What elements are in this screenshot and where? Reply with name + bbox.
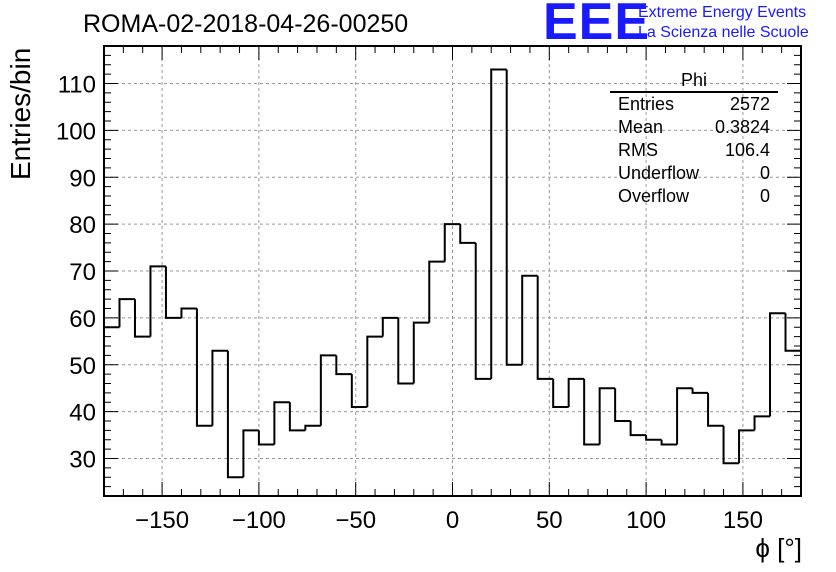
histogram-bin — [288, 402, 306, 432]
histogram-bin — [490, 68, 507, 379]
stats-title: Phi — [610, 70, 778, 93]
histogram-bin — [149, 265, 166, 337]
histogram-bin — [273, 401, 290, 445]
stats-row-overflow: Overflow 0 — [610, 185, 778, 208]
stats-label: Underflow — [618, 163, 700, 183]
logo-caption: Extreme Energy Events La Scienza nelle S… — [638, 3, 809, 43]
histogram-bin — [381, 316, 399, 337]
y-tick-label: 90 — [69, 165, 96, 192]
histogram-bin — [428, 260, 445, 323]
histogram-bin — [629, 421, 647, 437]
histogram-bin — [583, 378, 600, 446]
y-tick-label: 110 — [58, 72, 96, 99]
histogram-bin — [552, 378, 569, 408]
histogram-bin — [707, 392, 724, 427]
histogram-bin — [118, 298, 135, 328]
histogram-bin — [769, 312, 786, 417]
histogram-bin — [211, 349, 228, 426]
histogram-bin — [257, 430, 275, 446]
stats-value: 0.3824 — [714, 117, 770, 137]
histogram-bin — [505, 69, 523, 366]
histogram-bin — [614, 388, 631, 422]
histogram-bin — [474, 242, 492, 380]
histogram-bin — [242, 429, 259, 478]
histogram-bin — [676, 387, 693, 445]
histogram-bin — [784, 313, 801, 352]
stats-label: RMS — [618, 140, 658, 160]
x-tick-label: −50 — [335, 507, 376, 534]
stats-row-underflow: Underflow 0 — [610, 162, 778, 185]
x-tick-label: 150 — [723, 507, 763, 534]
histogram-bin — [536, 275, 554, 380]
histogram-bin — [567, 377, 585, 407]
stats-row-rms: RMS 106.4 — [610, 139, 778, 162]
grid — [104, 46, 801, 496]
tick-labels: −150 −100 −50 0 50 100 150 30 40 50 60 70 80 90 100 110 — [56, 72, 763, 535]
x-tick-label: 50 — [536, 507, 563, 534]
histogram-bin — [753, 415, 771, 431]
logo-line-2: La Scienza nelle Scuole — [638, 24, 809, 41]
x-tick-label: 0 — [446, 507, 459, 534]
chart-title: ROMA-02-2018-04-26-00250 — [83, 10, 409, 38]
histogram-bin — [521, 274, 538, 365]
stats-value: 0 — [759, 163, 770, 183]
histogram-bin — [335, 355, 352, 376]
histogram-bin — [133, 299, 151, 338]
y-tick-label: 30 — [69, 447, 96, 474]
y-tick-label: 50 — [69, 353, 96, 380]
x-axis-label: ϕ [°] — [755, 533, 802, 563]
y-axis-label: Entries/bin — [5, 47, 36, 180]
histogram-bin — [350, 374, 368, 408]
histogram-bin — [366, 335, 383, 407]
histogram-bin — [645, 435, 662, 441]
stats-label: Mean — [618, 117, 664, 137]
stats-label: Entries — [618, 94, 675, 114]
x-tick-label: −150 — [135, 507, 189, 534]
stats-row-mean: Mean 0.3824 — [610, 116, 778, 139]
histogram-bin — [412, 321, 430, 384]
histogram-bin — [459, 224, 476, 244]
histogram-bin — [660, 439, 678, 446]
x-tick-label: −100 — [232, 507, 286, 534]
histogram-bin — [738, 429, 755, 464]
stats-row-entries: Entries 2572 — [610, 93, 778, 116]
histogram-bin — [397, 317, 414, 385]
y-tick-label: 40 — [69, 400, 96, 427]
eee-logo: EEE — [543, 0, 651, 51]
histogram-bin — [722, 425, 740, 465]
y-tick-label: 70 — [69, 259, 96, 286]
stats-value: 0 — [759, 186, 770, 206]
stats-value: 2572 — [729, 94, 770, 114]
y-tick-label: 100 — [56, 118, 96, 145]
stats-box: Phi Entries 2572 Mean 0.3824 RMS 106.4 U… — [610, 70, 778, 208]
histogram-bin — [443, 223, 461, 262]
histogram-bin — [691, 388, 709, 394]
stats-value: 106.4 — [724, 140, 770, 160]
stats-label: Overflow — [618, 186, 690, 206]
logo-line-1: Extreme Energy Events — [638, 4, 807, 21]
histogram-bin — [319, 354, 337, 426]
histogram-bin — [180, 307, 197, 318]
histogram-bin — [226, 350, 244, 479]
x-tick-label: 100 — [626, 507, 666, 534]
y-tick-label: 60 — [69, 306, 96, 333]
histogram-bin — [195, 308, 213, 427]
histogram-bin — [304, 424, 321, 431]
axis-ticks — [103, 45, 802, 497]
histogram-bin — [598, 387, 616, 445]
y-tick-label: 80 — [69, 212, 96, 239]
histogram-bin — [164, 266, 182, 319]
